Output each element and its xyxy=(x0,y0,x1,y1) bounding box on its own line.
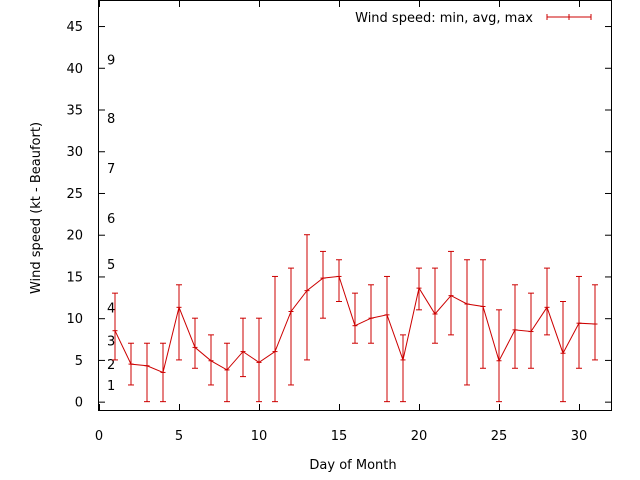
y-tick-label: 20 xyxy=(66,229,83,244)
data-point xyxy=(224,342,230,403)
data-point xyxy=(384,275,390,403)
data-point xyxy=(176,284,182,361)
series-group xyxy=(112,234,598,403)
beaufort-label: 3 xyxy=(107,335,115,350)
data-point xyxy=(256,317,262,403)
data-point xyxy=(560,300,566,403)
data-point xyxy=(400,334,406,403)
data-point xyxy=(544,267,550,336)
y-tick-label: 45 xyxy=(66,20,83,35)
data-point xyxy=(272,275,278,403)
x-tick-label: 30 xyxy=(571,429,588,444)
data-point xyxy=(128,342,134,386)
y-tick-label: 10 xyxy=(66,312,83,327)
data-point xyxy=(336,259,342,302)
x-axis-label: Day of Month xyxy=(309,458,396,473)
data-point xyxy=(528,292,534,369)
beaufort-label: 9 xyxy=(107,53,115,68)
x-tick-label: 20 xyxy=(411,429,428,444)
legend: Wind speed: min, avg, max xyxy=(355,11,592,26)
data-point xyxy=(240,317,246,378)
y-tick-label: 5 xyxy=(75,354,83,369)
beaufort-label: 1 xyxy=(107,379,115,394)
data-point xyxy=(432,267,438,344)
data-point xyxy=(416,267,422,311)
y-tick-label: 35 xyxy=(66,104,83,119)
x-tick-label: 0 xyxy=(95,429,103,444)
beaufort-label: 8 xyxy=(107,112,115,127)
data-point xyxy=(320,250,326,319)
y-axis-label: Wind speed (kt - Beaufort) xyxy=(29,122,44,294)
data-point xyxy=(592,284,598,361)
data-point xyxy=(304,234,310,361)
y-tick-label: 30 xyxy=(66,145,83,160)
x-tick-label: 25 xyxy=(491,429,508,444)
data-point xyxy=(160,342,166,403)
x-axis: 0 5 10 15 20 25 30 xyxy=(95,1,587,444)
data-point xyxy=(192,317,198,369)
data-point xyxy=(464,259,470,386)
beaufort-scale: 1 2 3 4 5 6 7 8 9 xyxy=(107,53,115,394)
beaufort-label: 4 xyxy=(107,301,115,316)
data-point xyxy=(208,334,214,386)
data-point xyxy=(496,309,502,403)
plot-frame xyxy=(98,0,612,411)
x-tick-label: 10 xyxy=(251,429,268,444)
beaufort-label: 6 xyxy=(107,212,115,227)
x-tick-label: 5 xyxy=(175,429,183,444)
data-point xyxy=(368,284,374,344)
y-tick-label: 0 xyxy=(75,396,83,411)
legend-sample xyxy=(546,14,592,20)
data-point xyxy=(144,342,150,403)
y-tick-label: 40 xyxy=(66,62,83,77)
data-point xyxy=(576,275,582,369)
y-tick-label: 15 xyxy=(66,270,83,285)
beaufort-label: 2 xyxy=(107,358,115,373)
data-point xyxy=(480,259,486,369)
data-point xyxy=(512,284,518,369)
x-tick-label: 15 xyxy=(331,429,348,444)
data-point xyxy=(448,250,454,336)
data-point xyxy=(288,267,294,386)
data-point xyxy=(112,292,118,361)
y-tick-label: 25 xyxy=(66,187,83,202)
data-point xyxy=(352,292,358,344)
beaufort-label: 7 xyxy=(107,162,115,177)
beaufort-label: 5 xyxy=(107,258,115,273)
legend-label: Wind speed: min, avg, max xyxy=(355,11,533,26)
